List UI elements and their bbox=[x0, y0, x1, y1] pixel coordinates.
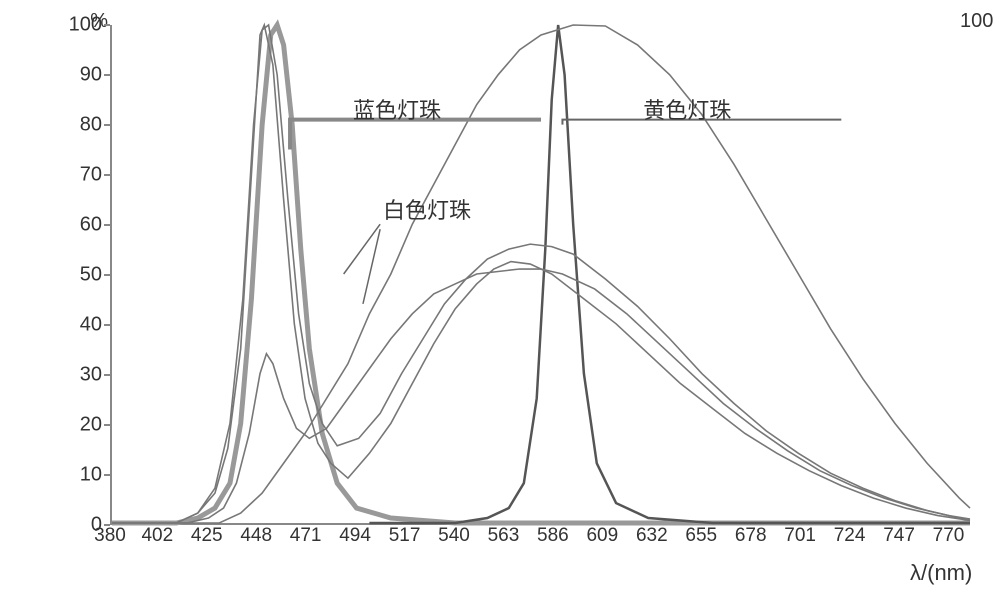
x-tick-label: 563 bbox=[488, 525, 520, 547]
series-white-led-2 bbox=[112, 25, 970, 523]
annotation-yellow: 黄色灯珠 bbox=[643, 93, 731, 125]
y-tick-label: 40 bbox=[52, 314, 102, 337]
spectral-chart: % 100 0102030405060708090100 38040242544… bbox=[20, 10, 980, 590]
x-axis-label: λ/(nm) bbox=[910, 560, 972, 586]
annotation-blue: 蓝色灯珠 bbox=[353, 93, 441, 125]
y-tick-label: 30 bbox=[52, 364, 102, 387]
x-tick-label: 540 bbox=[438, 525, 470, 547]
x-tick-label: 586 bbox=[537, 525, 569, 547]
annotation-white: 白色灯珠 bbox=[383, 193, 471, 225]
x-tick-label: 471 bbox=[290, 525, 322, 547]
y-tick-label: 80 bbox=[52, 114, 102, 137]
x-tick-label: 448 bbox=[240, 525, 272, 547]
x-tick-label: 701 bbox=[784, 525, 816, 547]
x-tick-label: 380 bbox=[94, 525, 126, 547]
y-tick-label: 100 bbox=[52, 14, 102, 37]
plot-area bbox=[110, 25, 970, 525]
x-tick-label: 494 bbox=[339, 525, 371, 547]
y-tick-label: 70 bbox=[52, 164, 102, 187]
x-tick-label: 678 bbox=[735, 525, 767, 547]
x-tick-label: 632 bbox=[636, 525, 668, 547]
x-tick-label: 655 bbox=[685, 525, 717, 547]
x-tick-label: 770 bbox=[933, 525, 965, 547]
spectrum-curves bbox=[112, 25, 970, 523]
x-tick-label: 724 bbox=[834, 525, 866, 547]
y-tick-label: 10 bbox=[52, 464, 102, 487]
x-tick-label: 609 bbox=[586, 525, 618, 547]
y-tick-label: 90 bbox=[52, 64, 102, 87]
y-tick-label: 20 bbox=[52, 414, 102, 437]
annotation-white-line-1 bbox=[344, 224, 380, 274]
y-tick-label: 60 bbox=[52, 214, 102, 237]
series-yellow-phosphor-broad bbox=[112, 25, 970, 523]
y-tick-label: 50 bbox=[52, 264, 102, 287]
x-tick-label: 425 bbox=[191, 525, 223, 547]
series-white-led-1 bbox=[112, 25, 970, 523]
x-tick-label: 747 bbox=[883, 525, 915, 547]
x-tick-label: 517 bbox=[389, 525, 421, 547]
annotation-white-line-2 bbox=[363, 229, 380, 304]
series-blue-led bbox=[112, 25, 970, 523]
x-tick-label: 402 bbox=[141, 525, 173, 547]
